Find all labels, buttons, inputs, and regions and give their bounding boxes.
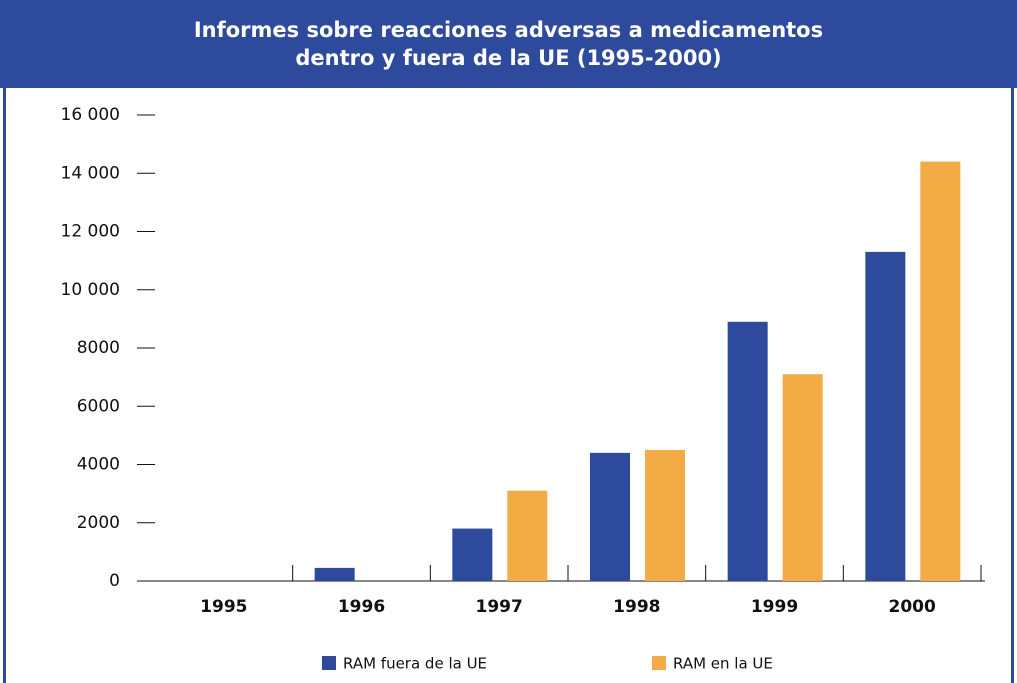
bar [507,490,548,581]
y-tick-label: 14 000 [61,163,120,183]
chart-title: Informes sobre reacciones adversas a med… [193,18,824,70]
legend-swatch [652,656,666,670]
bar [920,161,961,581]
x-tick-label: 1999 [751,597,798,617]
y-tick-label: 6000 [77,396,120,416]
legend-label: RAM en la UE [673,655,773,673]
bar [727,321,768,581]
x-tick-label: 2000 [889,597,936,617]
right-border [1011,88,1014,683]
legend-swatch [322,656,336,670]
y-tick-label: 0 [109,571,120,591]
y-tick-label: 8000 [77,338,120,358]
y-tick-label: 4000 [77,455,120,475]
bar [645,449,685,581]
x-tick-label: 1995 [200,597,247,617]
y-tick-label: 12 000 [61,222,120,242]
bar [452,528,493,581]
x-tick-label: 1998 [613,597,660,617]
bar [782,374,823,581]
x-tick-label: 1997 [476,597,523,617]
y-tick-label: 2000 [77,513,120,533]
x-tick-label: 1996 [338,597,385,617]
left-border [3,88,6,683]
bar [865,251,906,581]
bar [590,452,630,581]
legend-label: RAM fuera de la UE [343,655,487,673]
title-banner: Informes sobre reacciones adversas a med… [0,0,1017,88]
bar [314,567,355,581]
y-tick-label: 10 000 [61,280,120,300]
y-tick-label: 16 000 [61,105,120,125]
